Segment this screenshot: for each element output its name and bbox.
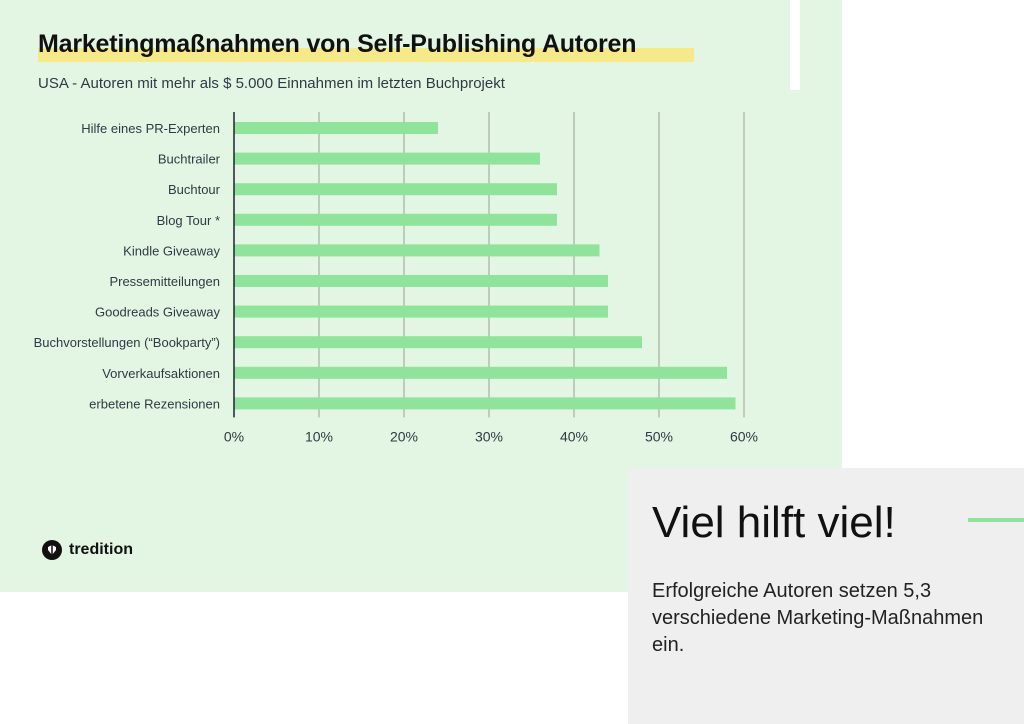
category-label: Buchvorstellungen (“Bookparty”): [34, 335, 220, 350]
x-tick-label: 40%: [560, 428, 588, 444]
panel-heading: Viel hilft viel!: [652, 498, 896, 547]
tredition-logo-icon: [42, 540, 62, 560]
chart-subtitle: USA - Autoren mit mehr als $ 5.000 Einna…: [38, 75, 505, 92]
brand: tredition: [42, 540, 133, 560]
decorative-bar: [790, 0, 800, 90]
x-tick-label: 30%: [475, 428, 503, 444]
bar: [234, 213, 557, 226]
chart-card: Marketingmaßnahmen von Self-Publishing A…: [0, 0, 842, 592]
info-panel: Viel hilft viel! Erfolgreiche Autoren se…: [628, 468, 1024, 724]
bar: [234, 366, 727, 379]
bar: [234, 275, 608, 287]
category-label: Hilfe eines PR-Experten: [81, 121, 220, 136]
category-label: erbetene Rezensionen: [89, 396, 220, 411]
brand-name: tredition: [69, 541, 133, 558]
bar: [234, 152, 540, 165]
bar: [234, 244, 600, 257]
chart-title: Marketingmaßnahmen von Self-Publishing A…: [38, 30, 637, 58]
panel-text: Erfolgreiche Autoren setzen 5,3 verschie…: [652, 580, 984, 656]
category-label: Vorverkaufsaktionen: [102, 366, 220, 381]
title-block: Marketingmaßnahmen von Self-Publishing A…: [38, 30, 694, 62]
bar: [234, 305, 608, 318]
x-tick-label: 0%: [224, 428, 244, 444]
bar: [234, 336, 642, 349]
category-label: Buchtour: [168, 182, 221, 197]
x-tick-label: 10%: [305, 428, 333, 444]
category-label: Goodreads Giveaway: [95, 305, 221, 320]
category-label: Pressemitteilungen: [109, 274, 220, 289]
category-label: Blog Tour *: [157, 213, 220, 228]
x-tick-label: 50%: [645, 428, 673, 444]
category-label: Kindle Giveaway: [123, 243, 220, 258]
bar-chart: 0% 10% 20% 30% 40% 50% 60% Hilfe eines PR-Exper…: [34, 112, 758, 444]
panel-accent-line: [968, 518, 1024, 522]
bar: [234, 183, 557, 196]
title-highlight: [38, 48, 694, 62]
bar: [234, 122, 438, 134]
x-tick-label: 20%: [390, 428, 418, 444]
category-label: Buchtrailer: [158, 152, 221, 167]
x-tick-label: 60%: [730, 428, 758, 444]
bar: [234, 397, 736, 410]
